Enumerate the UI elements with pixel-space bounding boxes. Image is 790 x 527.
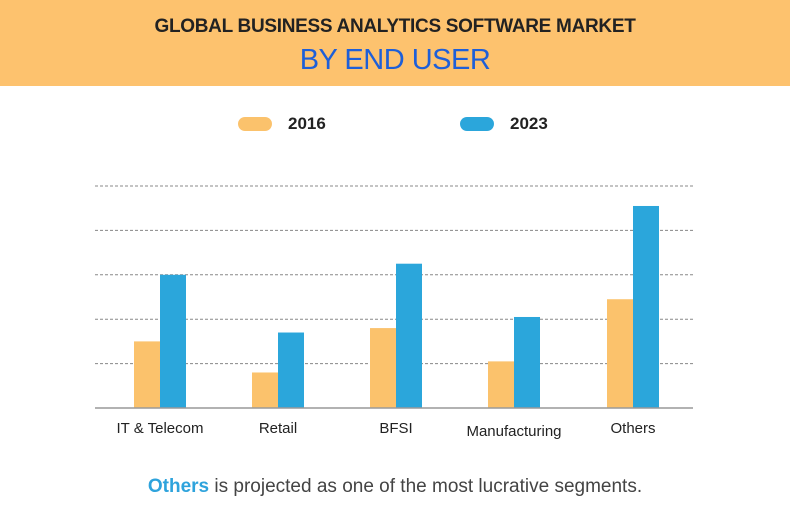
chart-title: GLOBAL BUSINESS ANALYTICS SOFTWARE MARKE…: [154, 16, 636, 37]
footer-note: Others is projected as one of the most l…: [0, 476, 790, 498]
bar-2016-bfsi: [370, 328, 396, 408]
bar-2016-others: [607, 299, 633, 408]
bar-2023-retail: [278, 332, 304, 408]
legend-label-2016: 2016: [288, 114, 326, 133]
legend-item-2016: 2016: [238, 114, 326, 134]
x-tick-label: IT & Telecom: [116, 420, 204, 437]
bar-2016-manufacturing: [488, 361, 514, 408]
x-tick-label: Others: [610, 420, 656, 437]
chart-subtitle: BY END USER: [299, 44, 491, 76]
bar-2016-it-telecom: [134, 341, 160, 408]
legend-label-2023: 2023: [510, 114, 548, 133]
legend-item-2023: 2023: [460, 114, 548, 134]
x-tick-label: Manufacturing: [466, 423, 562, 440]
bar-2023-bfsi: [396, 263, 422, 408]
footer-text: is projected as one of the most lucrativ…: [209, 476, 643, 497]
legend-swatch-2023: [460, 117, 494, 131]
footer-highlight: Others: [147, 476, 210, 497]
bar-2023-others: [633, 205, 659, 408]
bar-2023-it-telecom: [160, 274, 186, 408]
x-tick-label: Retail: [258, 420, 298, 437]
legend-swatch-2016: [238, 117, 272, 131]
header-banner: GLOBAL BUSINESS ANALYTICS SOFTWARE MARKE…: [0, 0, 790, 86]
x-tick-label: BFSI: [379, 420, 413, 437]
bar-2016-retail: [252, 372, 278, 408]
bar-2023-manufacturing: [514, 316, 540, 408]
